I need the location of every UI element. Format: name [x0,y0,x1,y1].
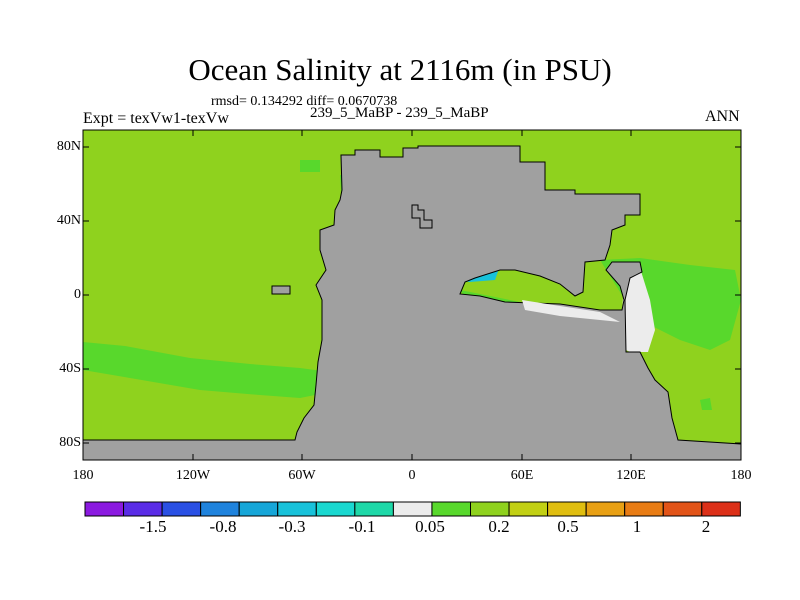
lon-label-0: 0 [408,468,416,483]
colorbar-swatch-11 [508,501,549,517]
colorbar-label-0: -1.5 [139,517,167,536]
colorbar-swatch-2 [161,501,202,517]
stats-label: rmsd= 0.134292 diff= 0.0670738 [211,94,398,109]
colorbar-label-7: 1 [632,517,642,536]
latitude-ticks [83,146,741,444]
season-label: ANN [705,108,740,125]
land-masses [82,145,742,461]
lat-label-0: 0 [74,287,81,302]
colorbar-label-2: -0.3 [278,517,306,536]
colorbar-label-6: 0.5 [557,517,579,536]
colorbar-label-5: 0.2 [488,517,510,536]
longitude-ticks [82,130,742,460]
colorbar-swatch-9 [431,501,472,517]
colorbar-swatch-14 [624,501,664,517]
colorbar-label-8: 2 [701,517,711,536]
colorbar-swatch-8 [392,501,433,517]
colorbar-swatch-6 [315,501,356,517]
colorbar-swatch-1 [123,501,163,517]
colorbar-swatch-0 [84,501,125,517]
lon-label-60e: 60E [510,468,534,483]
colorbar-label-3: -0.1 [348,517,376,536]
experiment-label: Expt = texVw1-texVw [83,110,229,127]
colorbar-label-1: -0.8 [209,517,237,536]
colorbar-swatch-4 [238,501,279,517]
lon-label-60w: 60W [288,468,316,483]
map-title: Ocean Salinity at 2116m (in PSU) [188,52,612,87]
colorbar-swatch-16 [701,501,741,517]
colorbar-label-4: 0.05 [415,517,445,536]
colorbar-swatch-3 [200,501,240,517]
colorbar-swatch-15 [662,501,703,517]
lon-label-120w: 120W [175,468,211,483]
colorbar-swatch-7 [354,501,394,517]
colorbar-swatch-13 [585,501,626,517]
lon-label-120e: 120E [616,468,646,483]
lon-label-180w: 180 [72,468,94,483]
lat-label-80s: 80S [59,435,81,450]
lon-label-180e: 180 [730,468,752,483]
lat-label-80n: 80N [56,139,81,154]
period-label: 239_5_MaBP - 239_5_MaBP [310,105,489,121]
colorbar-swatch-5 [277,501,317,517]
colorbar-swatch-12 [547,501,587,517]
lat-label-40n: 40N [56,213,81,228]
colorbar-swatch-10 [470,501,510,517]
lat-label-40s: 40S [59,361,81,376]
